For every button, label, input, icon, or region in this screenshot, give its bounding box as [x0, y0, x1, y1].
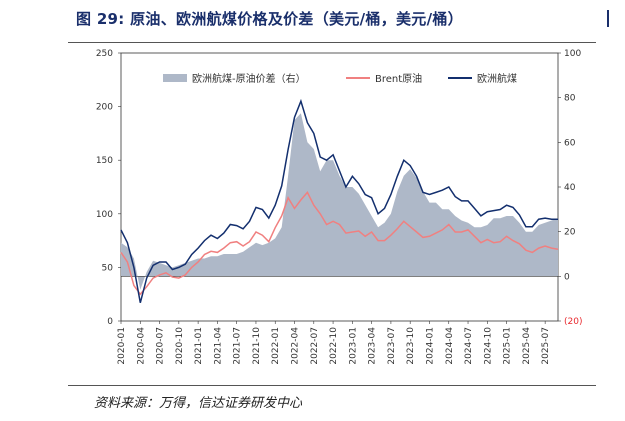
x-tick-label: 2021-07 [233, 327, 243, 365]
y-left-tick-label: 250 [96, 49, 113, 59]
y-right-tick-label: 20 [564, 228, 576, 238]
x-tick-label: 2022-01 [271, 327, 281, 365]
y-left-tick-label: 100 [96, 210, 113, 220]
x-tick-label: 2023-07 [387, 327, 397, 365]
legend-label-brent: Brent原油 [375, 72, 422, 85]
x-tick-label: 2021-04 [213, 327, 223, 365]
source-note: 资料来源：万得，信达证券研发中心 [94, 396, 303, 411]
lines-layer [120, 98, 559, 303]
y-right-tick-label: 60 [564, 138, 576, 148]
series-spread-area [121, 113, 558, 290]
x-tick-label: 2025-07 [541, 327, 551, 365]
legend-swatch-spread [163, 74, 187, 82]
y-left-ticks: 0 50 100 150 200 250 [96, 49, 121, 327]
series-brent-line [120, 191, 559, 296]
y-left-tick-label: 50 [102, 263, 114, 273]
x-tick-label: 2020-04 [136, 327, 146, 365]
x-tick-label: 2025-04 [522, 327, 532, 365]
y-right-ticks: (20) 0 20 40 60 80 100 [558, 49, 582, 327]
legend-label-jet: 欧洲航煤 [477, 72, 517, 85]
x-tick-label: 2023-10 [406, 327, 416, 365]
bottom-rule [68, 385, 596, 386]
y-left-tick-label: 200 [96, 103, 113, 113]
x-tick-label: 2021-01 [194, 327, 204, 365]
legend: 欧洲航煤-原油价差（右） Brent原油 欧洲航煤 [163, 72, 517, 85]
x-tick-label: 2024-07 [464, 327, 474, 365]
x-tick-label: 2020-10 [175, 327, 185, 365]
top-rule [68, 42, 596, 43]
series-jet-fuel-line [120, 98, 558, 303]
x-tick-label: 2023-04 [368, 327, 378, 365]
x-tick-label: 2024-04 [445, 327, 455, 365]
x-tick-label: 2025-01 [503, 327, 513, 365]
spread-layer [121, 113, 558, 290]
x-tick-label: 2024-01 [425, 327, 435, 365]
y-left-tick-label: 0 [107, 317, 113, 327]
x-tick-label: 2021-10 [252, 327, 262, 365]
x-tick-label: 2022-07 [310, 327, 320, 365]
figure-title: 图 29: 原油、欧洲航煤价格及价差（美元/桶，美元/桶） [76, 10, 463, 28]
y-right-tick-label: 80 [564, 94, 576, 104]
x-ticks: 2020-01 2020-04 2020-07 2020-10 2021-01 2021-… [117, 321, 551, 365]
y-right-tick-label: 100 [564, 49, 581, 59]
y-right-tick-label: 40 [564, 183, 576, 193]
x-tick-label: 2022-10 [329, 327, 339, 365]
x-tick-label: 2022-04 [291, 327, 301, 365]
title-edge-mark [607, 10, 609, 27]
x-tick-label: 2024-10 [483, 327, 493, 365]
x-tick-label: 2020-01 [117, 327, 127, 365]
y-right-tick-label: (20) [564, 317, 582, 327]
x-tick-label: 2020-07 [156, 327, 166, 365]
legend-label-spread: 欧洲航煤-原油价差（右） [192, 72, 306, 85]
x-tick-label: 2023-01 [348, 327, 358, 365]
y-right-tick-label: 0 [564, 272, 570, 282]
y-left-tick-label: 150 [96, 156, 113, 166]
